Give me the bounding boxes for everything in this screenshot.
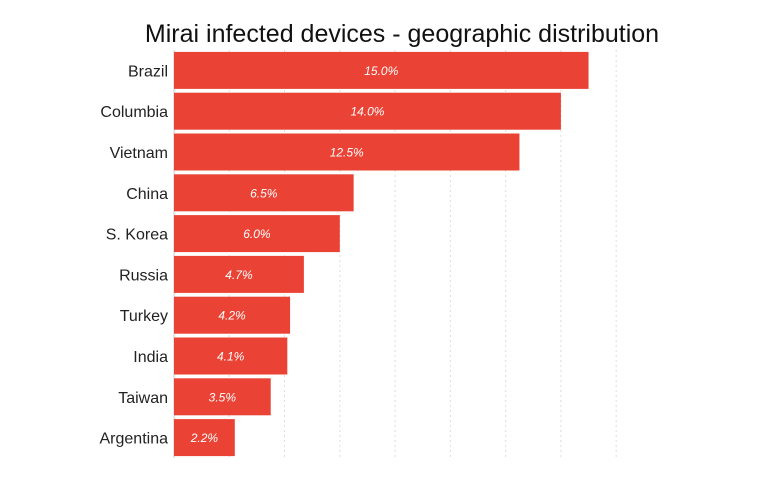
- label-layer: Brazil 15.0% Columbia 14.0% Vietnam 12.5% Chin…: [100, 63, 399, 447]
- category-label: Vietnam: [110, 145, 168, 162]
- data-label: 6.0%: [243, 227, 271, 241]
- category-label: Argentina: [100, 431, 169, 448]
- chart-title: Mirai infected devices - geographic dist…: [145, 20, 659, 48]
- bar-india: [174, 337, 288, 375]
- category-label: Brazil: [128, 63, 168, 80]
- data-label: 15.0%: [364, 64, 398, 78]
- category-label: S. Korea: [106, 227, 168, 244]
- bar-columbia: [174, 92, 561, 130]
- category-label: Columbia: [100, 104, 168, 121]
- bar-vietnam: [174, 133, 520, 171]
- data-label: 2.2%: [190, 431, 219, 445]
- bar-russia: [174, 255, 304, 293]
- category-label: Turkey: [120, 308, 168, 325]
- category-label: Russia: [119, 267, 168, 284]
- category-label: China: [126, 186, 168, 203]
- data-label: 14.0%: [350, 105, 384, 119]
- category-label: Taiwan: [118, 390, 168, 407]
- category-label: India: [133, 349, 168, 366]
- bar-s-korea: [174, 215, 340, 253]
- data-label: 3.5%: [209, 390, 237, 404]
- bar-china: [174, 174, 354, 212]
- data-label: 4.1%: [217, 350, 245, 364]
- bar-argentina: [174, 419, 235, 457]
- bar-layer: [174, 51, 589, 457]
- data-label: 4.7%: [225, 268, 253, 282]
- bar-turkey: [174, 296, 291, 334]
- data-label: 4.2%: [218, 309, 246, 323]
- bar-taiwan: [174, 378, 271, 416]
- data-label: 12.5%: [330, 146, 364, 160]
- data-label: 6.5%: [250, 186, 278, 200]
- bar-brazil: [174, 51, 589, 89]
